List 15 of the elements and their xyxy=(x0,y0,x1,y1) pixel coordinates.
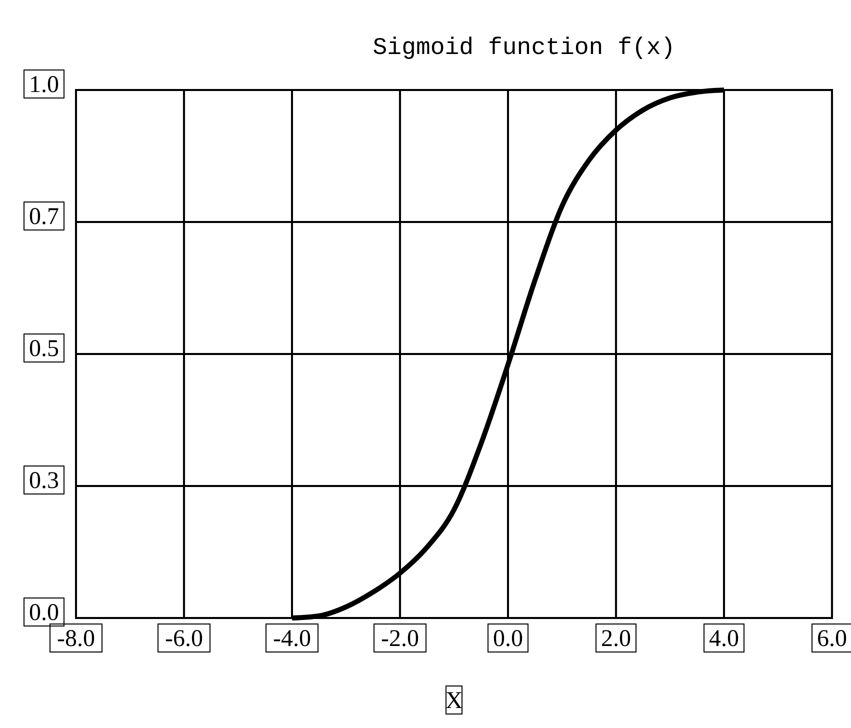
x-axis-title: X xyxy=(445,688,463,714)
y-tick-label: 0.0 xyxy=(29,600,59,626)
x-tick-label: -8.0 xyxy=(57,626,95,652)
y-tick-label: 0.3 xyxy=(29,468,59,494)
y-tick-label: 0.7 xyxy=(29,204,59,230)
chart-title: Sigmoid function f(x) xyxy=(372,35,676,62)
x-tick-label: -2.0 xyxy=(381,626,419,652)
x-tick-label: -6.0 xyxy=(165,626,203,652)
x-tick-label: 4.0 xyxy=(709,626,739,652)
x-tick-label: 0.0 xyxy=(493,626,523,652)
y-tick-label: 1.0 xyxy=(29,72,59,98)
y-tick-label: 0.5 xyxy=(29,336,59,362)
x-tick-label: 6.0 xyxy=(817,626,847,652)
x-tick-label: 2.0 xyxy=(601,626,631,652)
x-tick-label: -4.0 xyxy=(273,626,311,652)
